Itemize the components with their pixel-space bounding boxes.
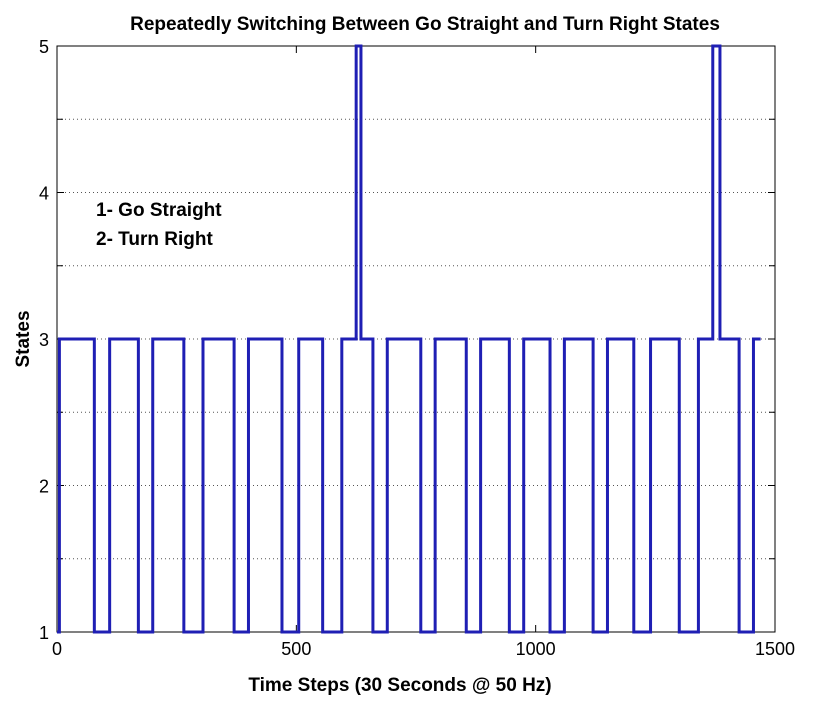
x-tick-label: 500	[281, 639, 311, 659]
x-tick-label: 1500	[755, 639, 795, 659]
y-tick-label: 4	[39, 184, 49, 204]
y-tick-label: 3	[39, 330, 49, 350]
chart-title: Repeatedly Switching Between Go Straight…	[130, 14, 720, 35]
annotation-turn-right: 2- Turn Right	[96, 229, 213, 250]
x-axis: 0 500 1000 1500	[52, 46, 795, 659]
y-tick-label: 5	[39, 37, 49, 57]
y-axis-label: States	[13, 310, 34, 367]
y-tick-label: 2	[39, 477, 49, 497]
x-tick-label: 0	[52, 639, 62, 659]
annotation-go-straight: 1- Go Straight	[96, 200, 222, 221]
series-line	[57, 44, 761, 634]
x-axis-label: Time Steps (30 Seconds @ 50 Hz)	[248, 675, 551, 696]
y-tick-label: 1	[39, 623, 49, 643]
x-tick-label: 1000	[516, 639, 556, 659]
